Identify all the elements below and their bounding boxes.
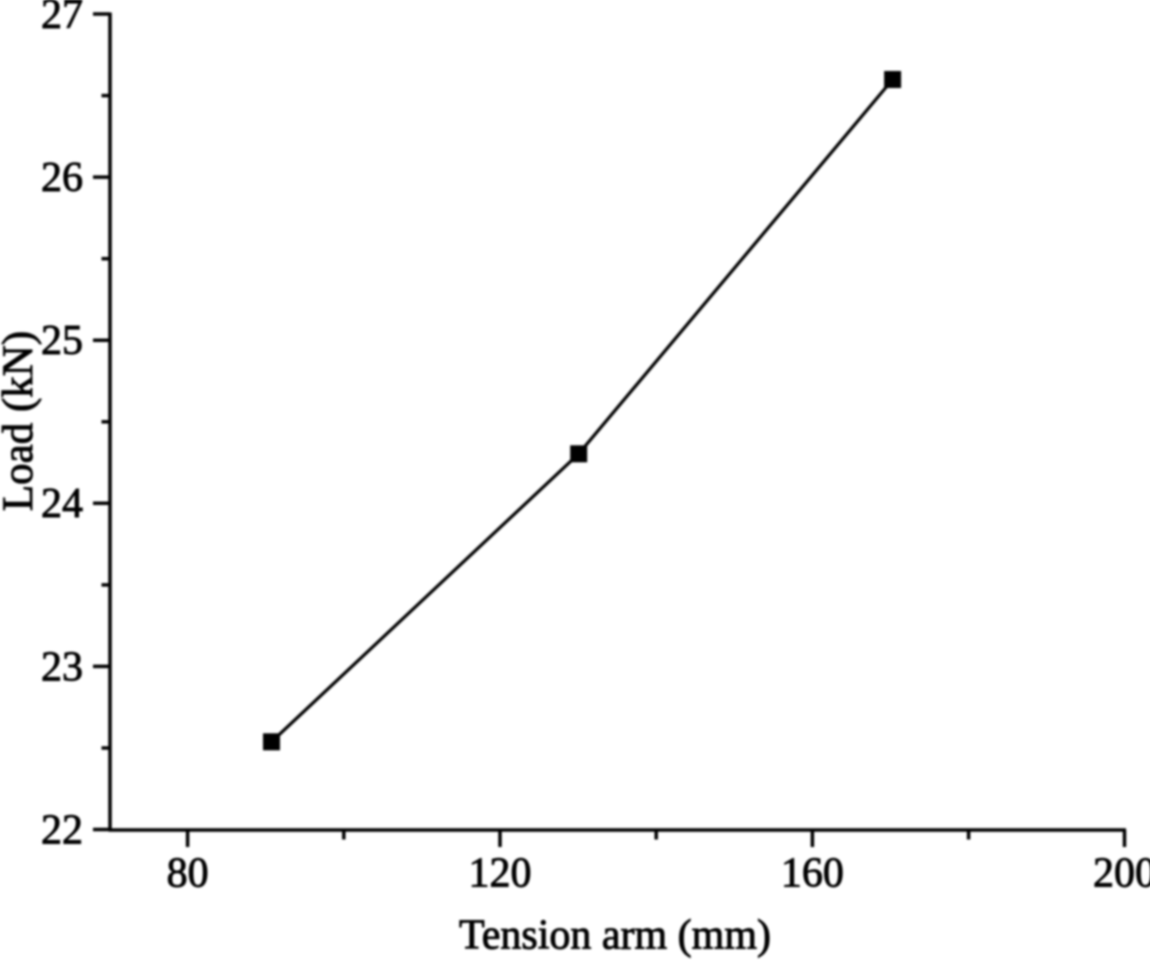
svg-text:23: 23 [41, 644, 83, 690]
svg-text:27: 27 [41, 0, 83, 38]
svg-text:200: 200 [1093, 851, 1150, 897]
svg-text:160: 160 [781, 851, 844, 897]
svg-text:25: 25 [41, 318, 83, 364]
svg-text:120: 120 [469, 851, 532, 897]
svg-text:Tension arm (mm): Tension arm (mm) [459, 913, 771, 959]
svg-text:24: 24 [41, 481, 83, 527]
svg-text:80: 80 [167, 851, 209, 897]
svg-text:22: 22 [41, 807, 83, 853]
svg-text:26: 26 [41, 155, 83, 201]
svg-text:Load (kN): Load (kN) [0, 331, 42, 511]
